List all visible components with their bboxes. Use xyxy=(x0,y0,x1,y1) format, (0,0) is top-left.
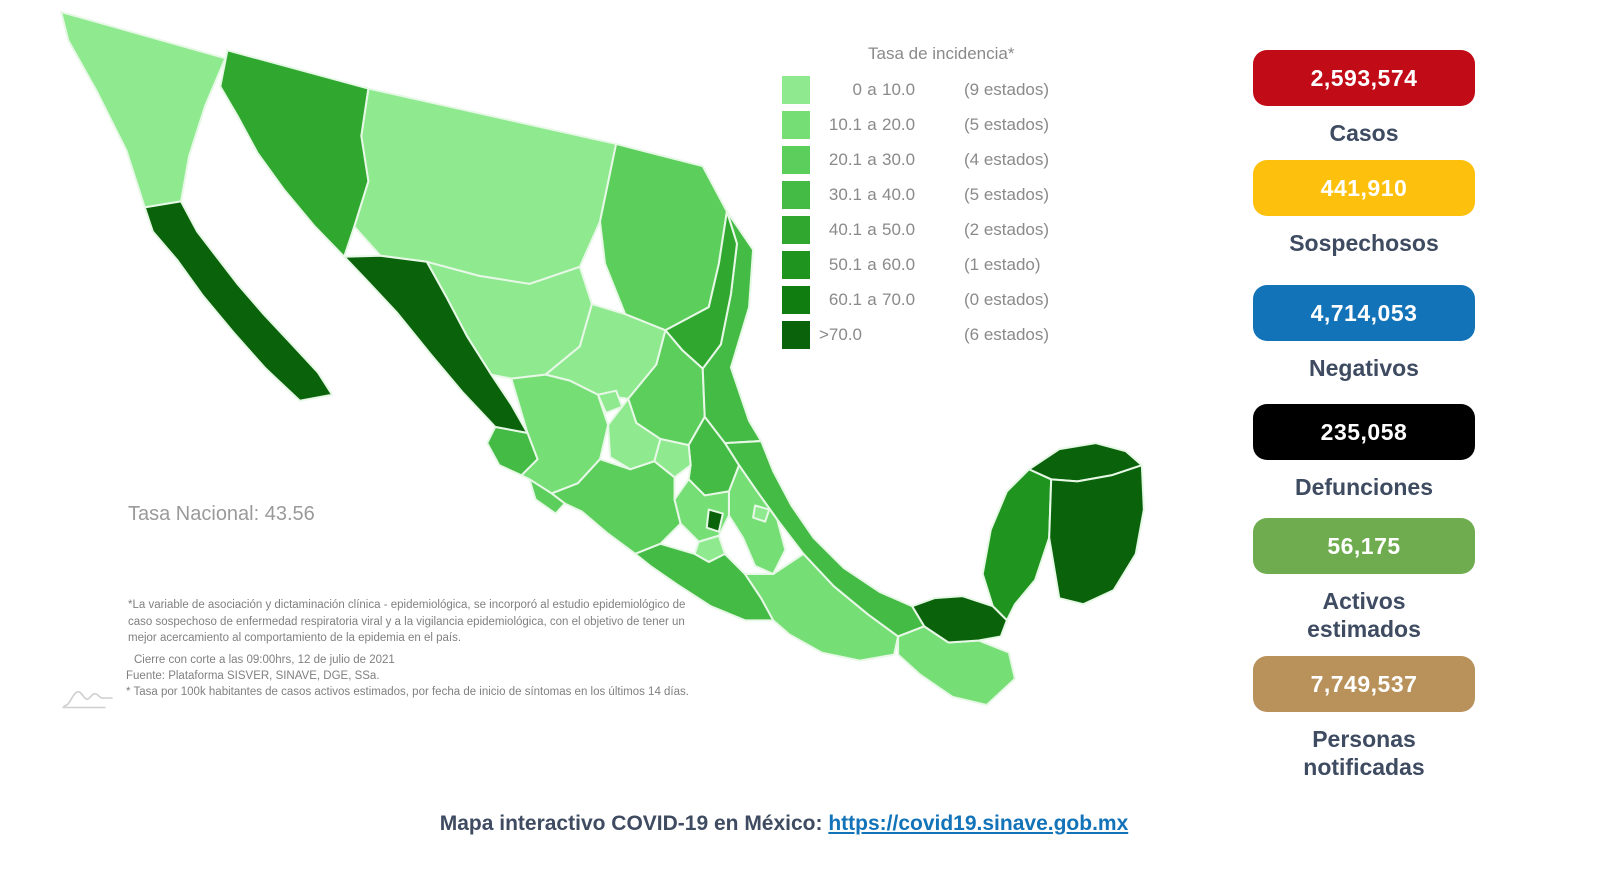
footnote-cutoff: Cierre con corte a las 09:00hrs, 12 de j… xyxy=(134,654,395,666)
state-morelos[interactable] xyxy=(693,534,726,563)
legend-swatch xyxy=(782,321,810,349)
legend-count: (5 estados) xyxy=(964,185,1050,204)
legend-title: Tasa de incidencia* xyxy=(868,44,1015,63)
state-tabasco[interactable] xyxy=(911,595,1008,644)
incidence-legend: Tasa de incidencia* 0 a 10.0 (9 estados) 1… xyxy=(782,44,1082,356)
stat-value: 7,749,537 xyxy=(1310,670,1418,697)
state-guanajuato[interactable] xyxy=(607,397,662,471)
stat-value-box: 2,593,574 xyxy=(1253,50,1475,106)
state-coahuila[interactable] xyxy=(598,142,728,332)
state-colima[interactable] xyxy=(528,478,566,515)
legend-row: 0 a 10.0 (9 estados) xyxy=(782,76,1082,104)
state-quintana-roo[interactable] xyxy=(1048,464,1145,606)
stat-value-box: 441,910 xyxy=(1253,160,1475,216)
stat-value-box: 235,058 xyxy=(1253,404,1475,460)
stat-value-box: 56,175 xyxy=(1253,518,1475,574)
stat-label: Activos estimados xyxy=(1307,588,1421,642)
stat-personas-notificadas: 7,749,537 Personas notificadas xyxy=(1253,656,1475,781)
legend-count: (9 estados) xyxy=(964,80,1050,99)
mexico-map-svg xyxy=(60,11,1145,706)
legend-row: 30.1 a 40.0 (5 estados) xyxy=(782,181,1082,209)
legend-count: (0 estados) xyxy=(964,290,1050,309)
stat-value: 4,714,053 xyxy=(1310,299,1418,326)
legend-swatch xyxy=(782,286,810,314)
stat-activos-estimados: 56,175 Activos estimados xyxy=(1253,518,1475,643)
legend-swatch xyxy=(782,251,810,279)
stat-sospechosos: 441,910 Sospechosos xyxy=(1253,160,1475,258)
state-nayarit[interactable] xyxy=(486,425,539,477)
footnote-block: Cierre con corte a las 09:00hrs, 12 de j… xyxy=(126,652,766,700)
state-queretaro[interactable] xyxy=(653,438,692,479)
mountains-sketch-icon xyxy=(62,691,113,709)
stat-casos: 2,593,574 Casos xyxy=(1253,50,1475,148)
stat-value-box: 7,749,537 xyxy=(1253,656,1475,712)
legend-row: 60.1 a 70.0 (0 estados) xyxy=(782,286,1082,314)
stat-defunciones: 235,058 Defunciones xyxy=(1253,404,1475,502)
stat-label: Personas notificadas xyxy=(1303,726,1425,780)
stat-label: Defunciones xyxy=(1294,474,1434,500)
state-cdmx[interactable] xyxy=(705,508,724,533)
state-sinaloa[interactable] xyxy=(343,254,529,435)
legend-row: 50.1 a 60.0 (1 estado) xyxy=(782,251,1082,279)
legend-swatch xyxy=(782,181,810,209)
legend-count: (5 estados) xyxy=(964,115,1050,134)
national-rate-label: Tasa Nacional: 43.56 xyxy=(128,503,315,525)
state-sonora[interactable] xyxy=(219,49,370,258)
state-baja-california[interactable] xyxy=(60,11,227,209)
legend-row: 40.1 a 50.0 (2 estados) xyxy=(782,216,1082,244)
footnote-source: Fuente: Plataforma SISVER, SINAVE, DGE, … xyxy=(126,670,380,683)
stat-value: 235,058 xyxy=(1320,418,1408,445)
legend-row: 20.1 a 30.0 (4 estados) xyxy=(782,146,1082,174)
footer-caption-text: Mapa interactivo COVID-19 en México: xyxy=(439,812,829,835)
state-campeche[interactable] xyxy=(981,468,1053,622)
stat-value: 2,593,574 xyxy=(1310,64,1418,91)
stat-value: 56,175 xyxy=(1327,532,1401,559)
legend-swatch xyxy=(782,76,810,104)
stat-label: Sospechosos xyxy=(1289,230,1439,256)
stat-label: Casos xyxy=(1329,120,1399,146)
footnote-rate: * Tasa por 100k habitantes de casos acti… xyxy=(126,686,689,699)
stat-label: Negativos xyxy=(1309,355,1419,381)
state-aguascalientes[interactable] xyxy=(596,389,624,414)
legend-row: 10.1 a 20.0 (5 estados) xyxy=(782,111,1082,139)
legend-count: (2 estados) xyxy=(964,220,1050,239)
state-chihuahua[interactable] xyxy=(353,87,618,285)
legend-swatch xyxy=(782,216,810,244)
legend-row: >70.0 (6 estados) xyxy=(782,321,1082,349)
sinave-link[interactable]: https://covid19.sinave.gob.mx xyxy=(828,812,1129,835)
footer-caption: Mapa interactivo COVID-19 en México: htt… xyxy=(0,812,1568,836)
footnote-variable: *La variable de asociación y dictaminaci… xyxy=(128,599,686,645)
stat-value-box: 4,714,053 xyxy=(1253,285,1475,341)
stat-value: 441,910 xyxy=(1320,174,1408,201)
mexico-choropleth-map xyxy=(55,10,1145,715)
legend-swatch xyxy=(782,146,810,174)
legend-count: (1 estado) xyxy=(964,255,1041,274)
state-nuevo-leon[interactable] xyxy=(664,210,738,370)
legend-count: (4 estados) xyxy=(964,150,1050,169)
stat-negativos: 4,714,053 Negativos xyxy=(1253,285,1475,383)
legend-swatch xyxy=(782,111,810,139)
state-baja-california-sur[interactable] xyxy=(143,200,334,402)
legend-count: (6 estados) xyxy=(964,325,1050,344)
state-tlaxcala[interactable] xyxy=(752,504,771,523)
